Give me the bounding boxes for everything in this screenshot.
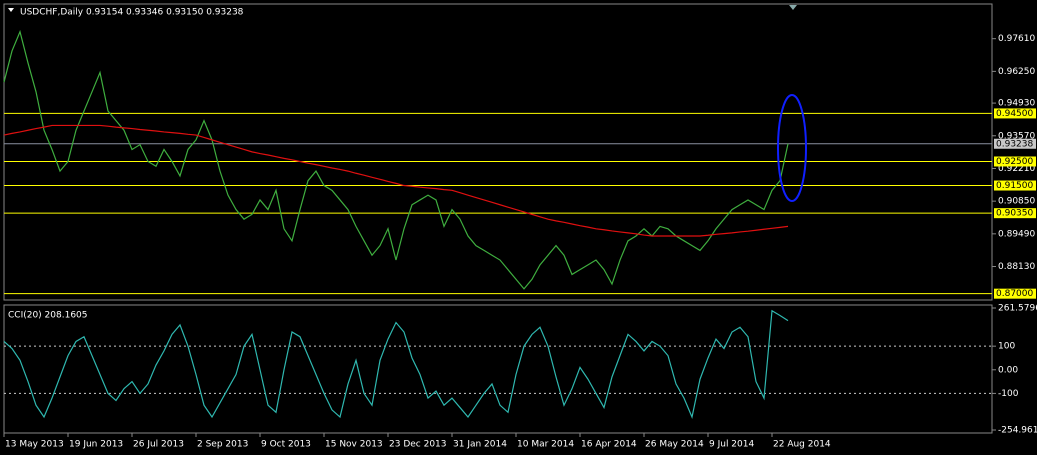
level-label: 0.91500: [996, 181, 1033, 191]
current-price-label: 0.93238: [996, 139, 1033, 149]
y-tick-label: 0.89490: [998, 229, 1035, 239]
price-panel: [3, 3, 993, 301]
menu-arrow: [8, 8, 14, 12]
level-box: [994, 180, 1036, 191]
level-label: 0.92500: [996, 157, 1033, 167]
y-tick-label: -100: [998, 389, 1019, 399]
x-tick-label: 19 Jun 2013: [69, 440, 123, 450]
x-tick-label: 22 Aug 2014: [773, 440, 831, 450]
x-tick-label: 31 Jan 2014: [453, 440, 507, 450]
y-tick-label: 0.97610: [998, 34, 1035, 44]
shift-marker: [789, 5, 797, 10]
series-line: [3, 29, 789, 290]
y-tick-label: -254.9616: [998, 426, 1037, 436]
x-tick-label: 26 May 2014: [645, 440, 704, 450]
level-box: [994, 156, 1036, 167]
x-tick-label: 2 Sep 2013: [197, 440, 248, 450]
level-label: 0.94500: [996, 109, 1033, 119]
series-line: [3, 124, 789, 237]
x-tick-label: 9 Oct 2013: [261, 440, 311, 450]
y-tick-label: 261.5796: [998, 304, 1037, 314]
highlight-ellipse: [777, 94, 807, 202]
x-tick-label: 9 Jul 2014: [709, 440, 754, 450]
y-tick-label: 0.92210: [998, 164, 1035, 174]
y-tick-label: 0.96250: [998, 67, 1035, 77]
y-tick-label: 0.00: [998, 365, 1018, 375]
chart-title: USDCHF,Daily 0.93154 0.93346 0.93150 0.9…: [20, 8, 244, 18]
level-box: [994, 108, 1036, 119]
y-tick-label: 0.88130: [998, 262, 1035, 272]
y-tick-label: 0.90850: [998, 197, 1035, 207]
x-tick-label: 15 Nov 2013: [325, 440, 383, 450]
x-tick-label: 13 May 2013: [5, 440, 64, 450]
y-tick-label: 100: [998, 342, 1015, 352]
x-tick-label: 10 Mar 2014: [517, 440, 574, 450]
indicator-title: CCI(20) 208.1605: [8, 311, 88, 321]
x-tick-label: 16 Apr 2014: [581, 440, 637, 450]
level-label: 0.87000: [996, 289, 1033, 299]
level-label: 0.90350: [996, 209, 1033, 219]
x-tick-label: 26 Jul 2013: [133, 440, 184, 450]
cci-panel: [3, 304, 993, 434]
level-box: [994, 288, 1036, 299]
current-price-box: [994, 138, 1036, 149]
x-tick-label: 23 Dec 2013: [389, 440, 447, 450]
y-tick-label: 0.94930: [998, 99, 1035, 109]
level-box: [994, 208, 1036, 219]
y-tick-label: 0.93570: [998, 131, 1035, 141]
series-line: [3, 309, 789, 420]
